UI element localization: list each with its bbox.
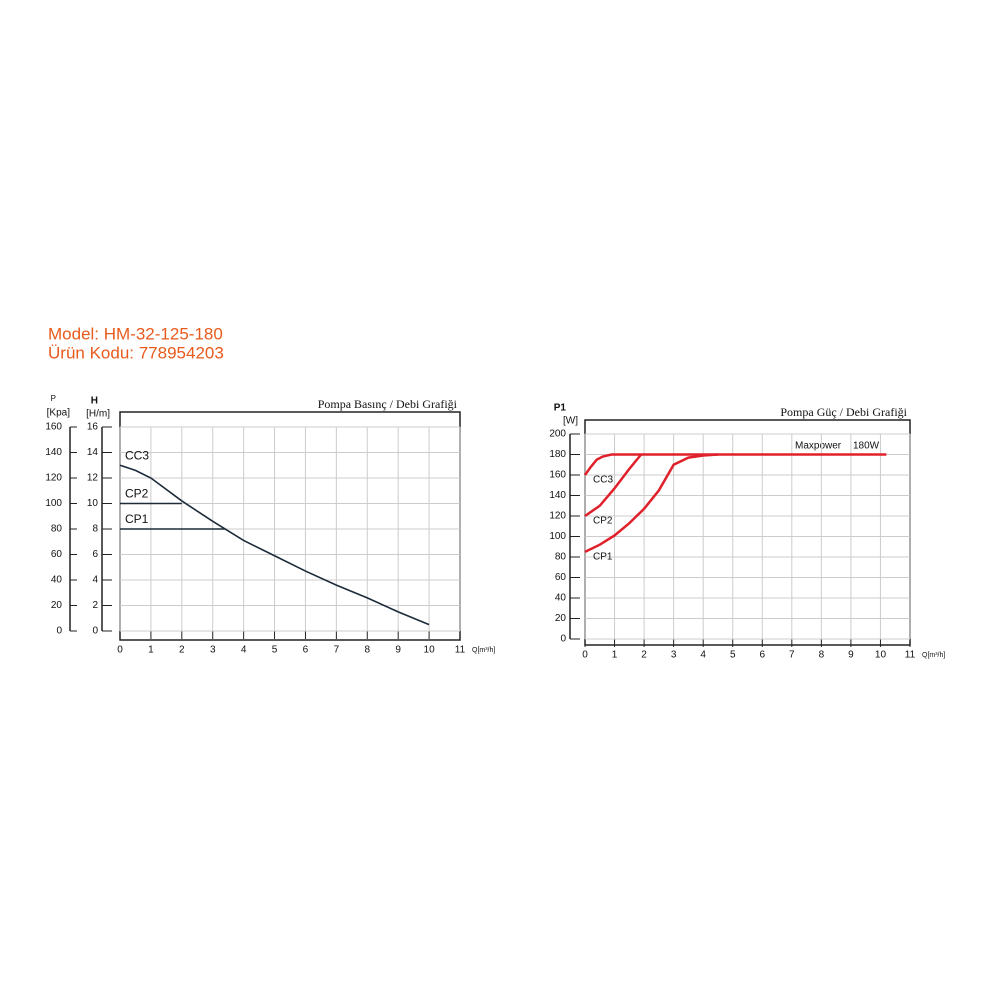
chart-title: Pompa Basınç / Debi Grafiği — [318, 397, 458, 411]
x-tick-label: 9 — [395, 645, 401, 656]
annotation-value: 180W — [853, 441, 880, 452]
y-tick-label: 200 — [549, 429, 566, 440]
y-tick-label: 60 — [555, 572, 567, 583]
series-line — [119, 464, 430, 626]
y2-axis-unit: [Kpa] — [47, 408, 71, 419]
y-axis-label: H — [91, 396, 98, 407]
y-tick-label: 20 — [555, 613, 567, 624]
x-tick-label: 2 — [179, 645, 185, 656]
x-tick-label: 5 — [272, 645, 278, 656]
y2-tick-label: 120 — [45, 473, 62, 484]
x-tick-label: 7 — [789, 650, 795, 661]
y-axis-unit: [H/m] — [86, 409, 110, 420]
x-tick-label: 11 — [455, 645, 466, 656]
y-tick-label: 100 — [549, 531, 566, 542]
product-code: Ürün Kodu: 778954203 — [48, 343, 224, 362]
y-tick-label: 10 — [87, 498, 99, 509]
x-tick-label: 3 — [210, 645, 216, 656]
x-tick-label: 0 — [582, 650, 588, 661]
y-tick-label: 6 — [92, 549, 98, 560]
series-label: CP2 — [125, 487, 149, 501]
y-tick-label: 40 — [555, 593, 567, 604]
y-tick-label: 12 — [87, 473, 99, 484]
y-tick-label: 80 — [555, 552, 567, 563]
y-tick-label: 120 — [549, 511, 566, 522]
series-label: CP1 — [125, 512, 149, 526]
x-tick-label: 0 — [117, 645, 123, 656]
x-axis-label: Q[m³/h] — [922, 652, 945, 659]
y2-tick-label: 80 — [51, 524, 63, 535]
x-tick-label: 4 — [700, 650, 706, 661]
x-axis-label: Q[m³/h] — [472, 647, 495, 654]
y2-tick-label: 40 — [51, 575, 63, 586]
x-tick-label: 8 — [819, 650, 825, 661]
y-axis-unit: [W] — [563, 416, 578, 427]
x-tick-label: 4 — [241, 645, 247, 656]
series-label: CP2 — [593, 516, 613, 527]
x-tick-label: 5 — [730, 650, 736, 661]
series-label: CC3 — [125, 448, 149, 462]
y2-tick-label: 0 — [56, 626, 62, 637]
annotation: Maxpower — [795, 441, 842, 452]
series-line — [584, 453, 643, 518]
y-tick-label: 2 — [92, 600, 98, 611]
y2-tick-label: 60 — [51, 549, 63, 560]
y-tick-label: 160 — [549, 470, 566, 481]
y2-axis-label: P — [51, 394, 56, 403]
y2-tick-label: 100 — [45, 498, 62, 509]
series-line — [583, 453, 887, 476]
x-tick-label: 1 — [612, 650, 618, 661]
y2-tick-label: 160 — [45, 422, 62, 433]
x-tick-label: 3 — [671, 650, 677, 661]
y-axis-label: P1 — [554, 403, 567, 414]
chart-title: Pompa Güç / Debi Grafiği — [780, 405, 907, 419]
y-tick-label: 8 — [92, 524, 98, 535]
y-tick-label: 0 — [92, 626, 98, 637]
model: Model: HM-32-125-180 — [48, 324, 223, 343]
y-tick-label: 180 — [549, 449, 566, 460]
y-tick-label: 16 — [87, 422, 99, 433]
series-label: CC3 — [593, 475, 613, 486]
y-tick-label: 14 — [87, 447, 99, 458]
y2-tick-label: 20 — [51, 600, 63, 611]
x-tick-label: 2 — [641, 650, 647, 661]
x-tick-label: 11 — [905, 650, 916, 661]
series-label: CP1 — [593, 552, 613, 563]
y2-tick-label: 140 — [45, 447, 62, 458]
x-tick-label: 6 — [303, 645, 309, 656]
x-tick-label: 10 — [424, 645, 436, 656]
x-tick-label: 10 — [875, 650, 887, 661]
x-tick-label: 6 — [759, 650, 765, 661]
x-tick-label: 1 — [148, 645, 154, 656]
x-tick-label: 7 — [334, 645, 340, 656]
x-tick-label: 9 — [848, 650, 854, 661]
x-tick-label: 8 — [364, 645, 370, 656]
y-tick-label: 4 — [92, 575, 98, 586]
series-line — [584, 453, 719, 553]
y-tick-label: 0 — [560, 634, 566, 645]
y-tick-label: 140 — [549, 490, 566, 501]
